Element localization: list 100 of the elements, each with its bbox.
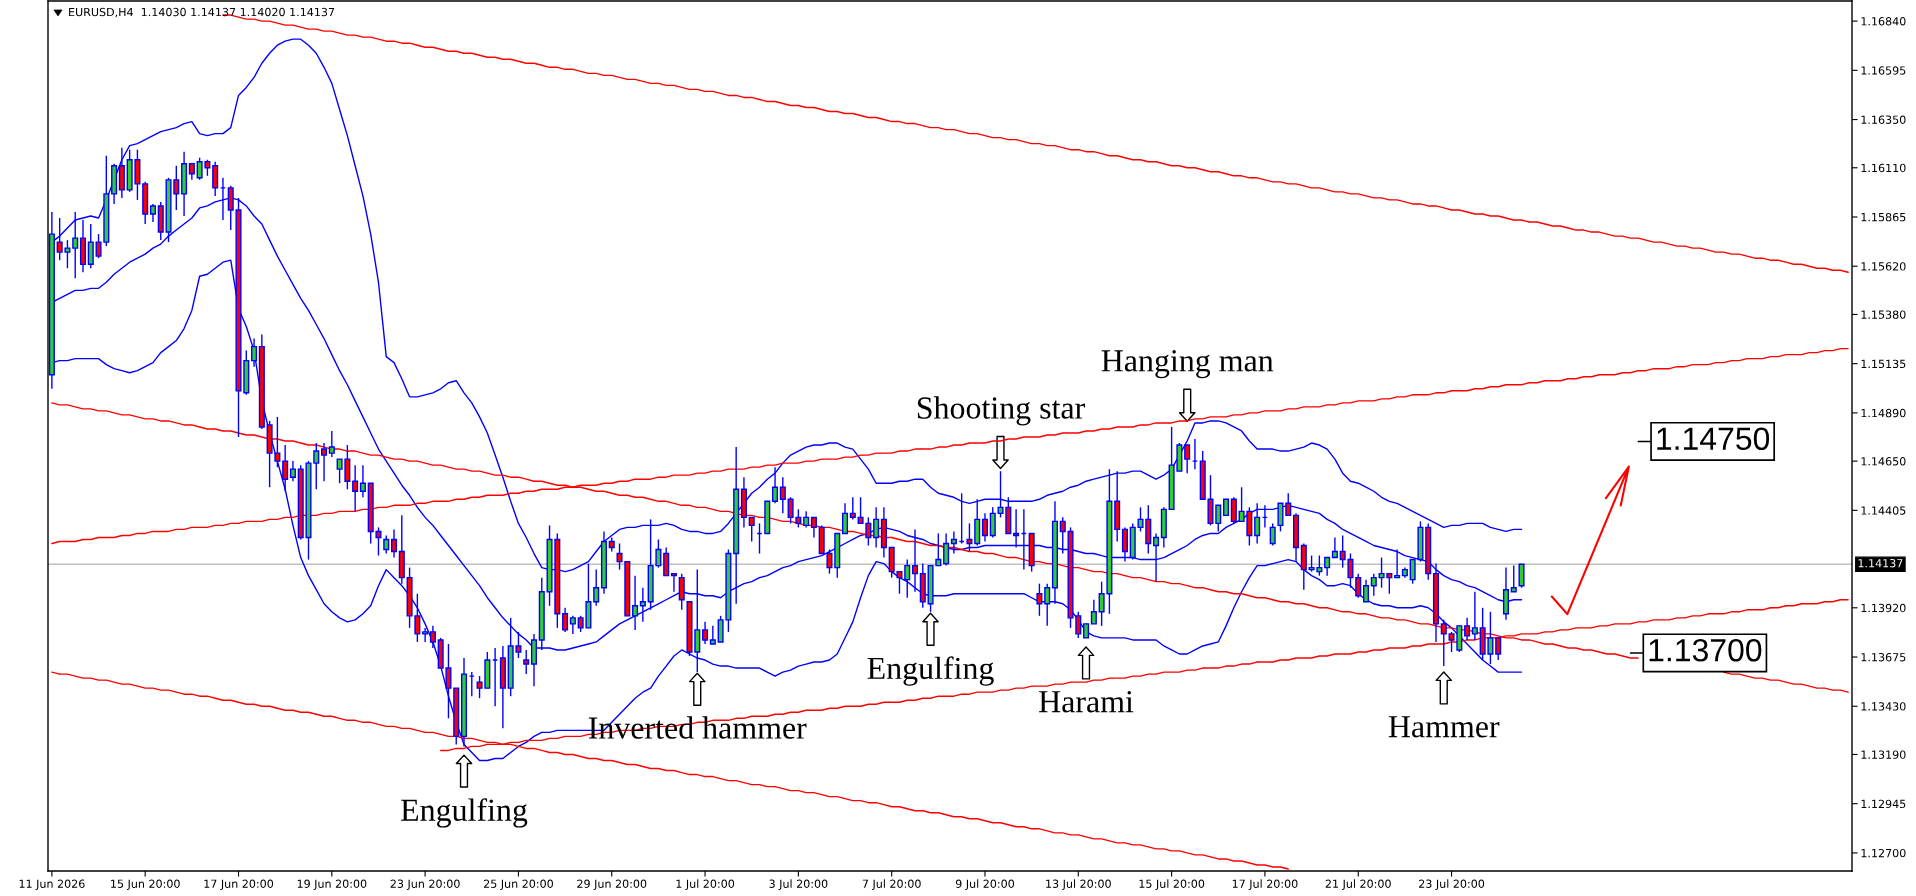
annotation: Hanging man	[1101, 350, 1274, 379]
x-tick-label: 17 Jul 20:00	[1232, 879, 1298, 890]
x-tick-label: 17 Jun 20:00	[204, 879, 274, 890]
candlestick	[810, 516, 817, 539]
candlestick	[1518, 563, 1525, 589]
annotation: 1.14750	[1657, 427, 1770, 451]
candlestick	[1495, 637, 1502, 661]
candlestick	[1254, 502, 1261, 545]
candlestick	[1394, 548, 1401, 579]
annotation: Harami	[1039, 691, 1134, 713]
candlestick	[422, 627, 429, 643]
y-tick-label: 1.14650	[1861, 457, 1906, 466]
x-tick-label: 25 Jun 20:00	[483, 879, 553, 890]
candlestick	[748, 516, 755, 543]
candlestick	[1370, 572, 1377, 597]
candlestick	[943, 532, 950, 567]
candlestick	[1153, 532, 1160, 583]
candlestick	[1440, 619, 1447, 667]
candlestick	[1044, 582, 1051, 627]
candlestick	[678, 572, 685, 611]
candlestick	[639, 587, 646, 623]
candlestick	[390, 528, 398, 559]
candlestick	[772, 466, 779, 505]
candlestick	[87, 223, 94, 269]
y-tick-label: 1.16840	[1861, 17, 1906, 26]
x-tick-label: 13 Jul 20:00	[1046, 879, 1111, 890]
candlestick	[212, 161, 219, 197]
candlestick	[709, 625, 716, 645]
x-tick-label: 23 Jul 20:00	[1419, 879, 1485, 890]
y-tick-label: 1.13920	[1861, 603, 1906, 613]
candlestick	[632, 574, 639, 631]
candlestick	[1090, 599, 1097, 625]
ref-line-label: 1.14137	[1858, 559, 1903, 568]
x-tick-label: 9 Jul 20:00	[955, 879, 1015, 890]
x-tick-label: 21 Jul 20:00	[1325, 879, 1391, 890]
candlestick	[289, 460, 296, 482]
candlestick	[950, 530, 957, 555]
candlestick	[981, 512, 989, 543]
candlestick	[989, 506, 996, 539]
candlestick	[1355, 572, 1362, 599]
x-tick-label: 15 Jul 20:00	[1139, 879, 1205, 890]
candlestick	[321, 442, 328, 482]
y-tick-label: 1.13675	[1861, 652, 1906, 662]
candlestick	[702, 621, 709, 645]
candlestick	[1324, 556, 1331, 577]
y-tick-label: 1.14890	[1861, 408, 1906, 418]
candlestick	[966, 522, 973, 553]
candlestick	[779, 476, 786, 515]
candlestick	[841, 502, 849, 535]
candlestick	[1471, 591, 1478, 641]
candlestick	[670, 572, 677, 593]
candlestick	[328, 430, 335, 458]
candlestick	[1184, 444, 1191, 474]
annotation: Shooting star	[917, 396, 1085, 426]
text: EURUSD,H4 1.14030 1.14137 1.14020 1.14137	[69, 7, 335, 18]
candlestick	[873, 506, 880, 549]
candlestick	[1331, 536, 1338, 559]
y-tick-label: 1.15865	[1861, 212, 1906, 222]
candlestick	[1464, 617, 1471, 641]
x-tick-label: 11 Jun 2026	[19, 879, 85, 890]
y-tick-label: 1.13190	[1861, 750, 1906, 759]
y-tick-label: 1.15620	[1861, 262, 1906, 271]
x-tick-label: 15 Jun 20:00	[111, 879, 180, 890]
candlestick	[562, 607, 569, 633]
y-tick-label: 1.16595	[1861, 66, 1906, 75]
candlestick	[149, 203, 157, 223]
y-tick-label: 1.13430	[1861, 702, 1906, 711]
y-tick-label: 1.16110	[1861, 163, 1906, 173]
annotation: Hammer	[1388, 716, 1500, 738]
y-tick-label: 1.16350	[1861, 115, 1906, 124]
x-tick-label: 7 Jul 20:00	[862, 879, 921, 890]
candlestick	[663, 546, 670, 577]
candlestick	[523, 649, 530, 675]
x-tick-label: 29 Jun 20:00	[577, 879, 647, 890]
candlestick	[911, 528, 919, 593]
x-tick-label: 3 Jul 20:00	[769, 879, 828, 890]
candlestick	[251, 337, 258, 368]
y-tick-label: 1.15380	[1861, 310, 1906, 319]
candlestick	[72, 211, 79, 279]
candlestick	[429, 625, 436, 649]
x-tick-label: 1 Jul 20:00	[676, 879, 735, 890]
candlestick	[1230, 496, 1237, 525]
annotation: Engulfing	[867, 656, 994, 686]
annotation: Engulfing	[401, 798, 528, 828]
y-tick-label: 1.12945	[1861, 799, 1906, 809]
candlestick	[1036, 582, 1043, 617]
x-tick-label: 19 Jun 20:00	[297, 879, 367, 890]
candlestick	[569, 615, 576, 635]
y-tick-label: 1.12700	[1861, 848, 1906, 858]
candlestick	[282, 444, 289, 492]
candlestick	[1362, 578, 1370, 603]
y-tick-label: 1.15135	[1861, 359, 1906, 369]
candlestick	[359, 464, 366, 498]
candlestick	[383, 534, 390, 555]
y-tick-label: 1.14405	[1861, 506, 1906, 515]
candlestick	[1510, 564, 1517, 593]
x-tick-label: 23 Jun 20:00	[390, 879, 460, 890]
candlestick	[352, 464, 359, 513]
candlestick	[1269, 522, 1276, 547]
candlestick	[1121, 526, 1128, 563]
